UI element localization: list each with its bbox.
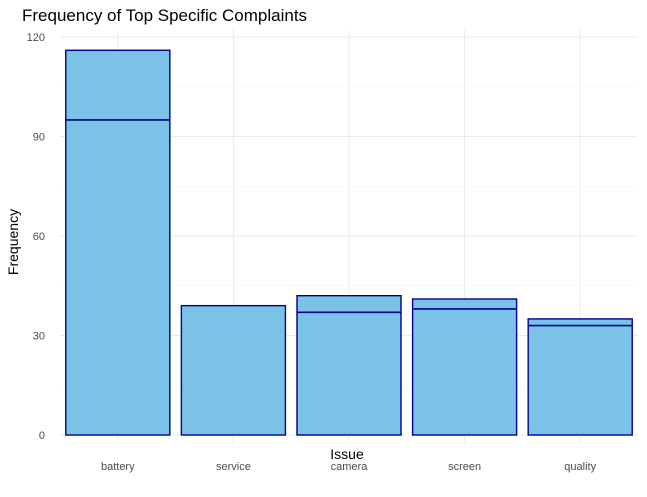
x-tick-label: service (216, 461, 251, 473)
y-tick-label: 60 (33, 231, 45, 243)
bar-service (180, 304, 287, 436)
x-tick-label: screen (448, 461, 481, 473)
x-tick-label: quality (564, 461, 596, 473)
x-axis-ticks: battery service camera screen quality (101, 461, 597, 473)
x-axis-title: Issue (330, 446, 364, 462)
bar-quality (527, 318, 633, 436)
y-tick-label: 120 (27, 32, 45, 44)
bars (65, 49, 633, 436)
y-tick-label: 0 (39, 430, 45, 442)
bar-battery (65, 49, 171, 436)
y-axis-ticks: 0 30 60 90 120 (27, 32, 45, 442)
y-tick-label: 30 (33, 331, 45, 343)
x-tick-label: battery (101, 461, 135, 473)
bar-screen (411, 298, 518, 436)
bar-camera (296, 295, 402, 436)
y-tick-label: 90 (33, 132, 45, 144)
chart-title: Frequency of Top Specific Complaints (22, 6, 307, 25)
x-tick-label: camera (331, 461, 369, 473)
y-axis-title: Frequency (5, 209, 21, 275)
